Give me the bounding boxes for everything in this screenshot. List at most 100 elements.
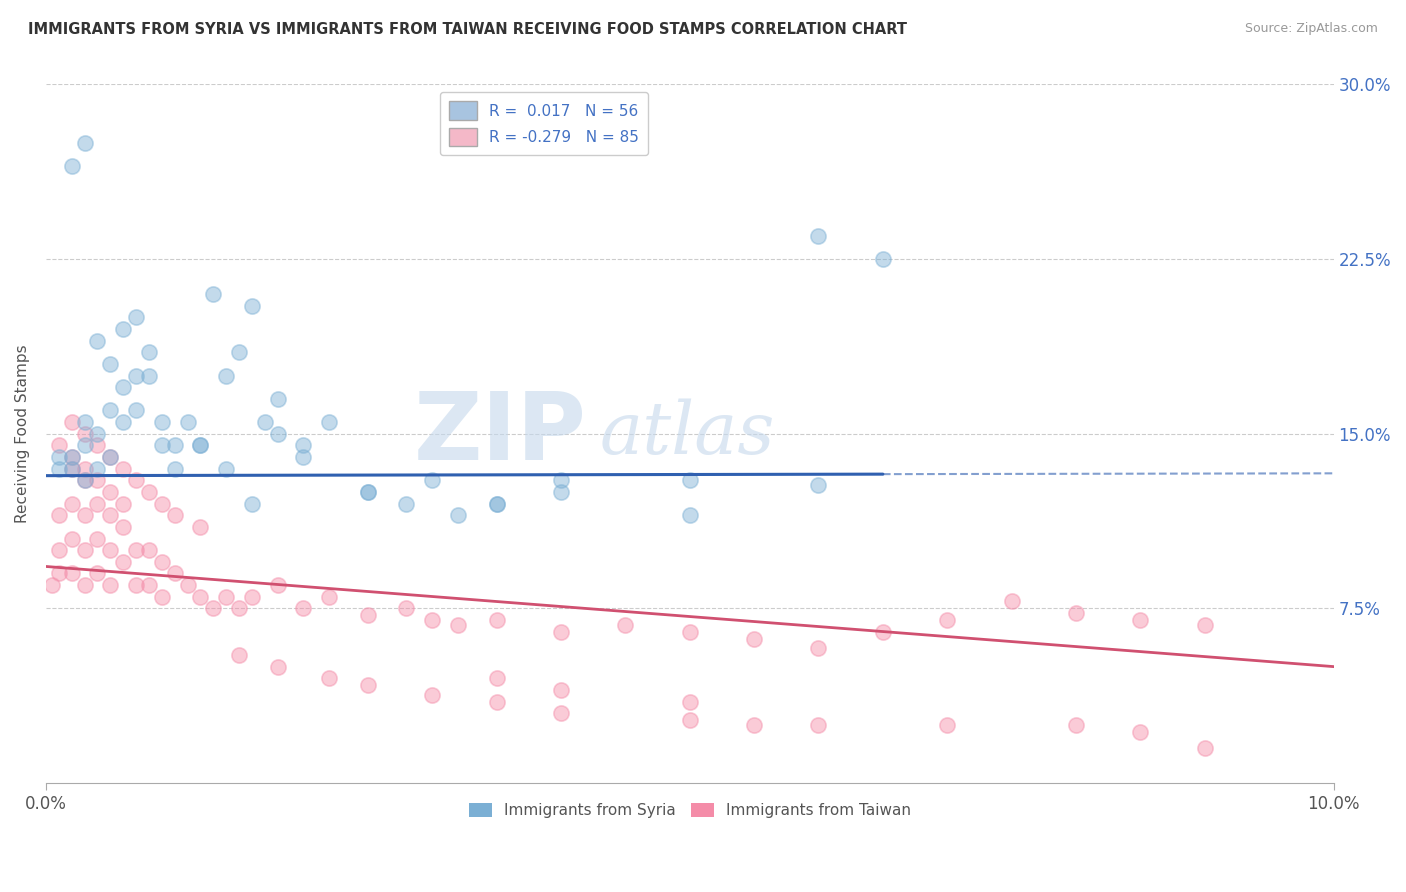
Point xyxy=(742,718,765,732)
Point xyxy=(485,497,508,511)
Point xyxy=(550,706,572,721)
Point xyxy=(267,659,290,673)
Point xyxy=(190,590,212,604)
Point xyxy=(112,461,135,475)
Point xyxy=(125,578,148,592)
Point xyxy=(60,566,83,581)
Point xyxy=(163,566,186,581)
Point xyxy=(807,718,830,732)
Point xyxy=(176,578,198,592)
Point xyxy=(357,485,380,500)
Point xyxy=(125,543,148,558)
Point xyxy=(807,478,830,492)
Point xyxy=(73,438,96,452)
Point xyxy=(485,694,508,708)
Point xyxy=(86,566,108,581)
Point xyxy=(73,415,96,429)
Point xyxy=(614,617,637,632)
Point xyxy=(807,228,830,243)
Point xyxy=(420,613,443,627)
Point xyxy=(41,578,63,592)
Point xyxy=(240,590,263,604)
Point xyxy=(240,299,263,313)
Point xyxy=(73,578,96,592)
Point xyxy=(73,461,96,475)
Text: ZIP: ZIP xyxy=(413,388,586,480)
Point xyxy=(872,252,894,266)
Point xyxy=(73,543,96,558)
Point xyxy=(48,543,70,558)
Point xyxy=(395,497,418,511)
Point xyxy=(112,415,135,429)
Point xyxy=(86,334,108,348)
Point xyxy=(150,497,173,511)
Point xyxy=(163,508,186,523)
Point xyxy=(357,485,380,500)
Point xyxy=(98,450,121,464)
Point xyxy=(872,624,894,639)
Point xyxy=(150,438,173,452)
Point xyxy=(98,543,121,558)
Point xyxy=(73,426,96,441)
Point xyxy=(86,426,108,441)
Point xyxy=(125,403,148,417)
Point xyxy=(292,450,315,464)
Point xyxy=(679,508,702,523)
Point xyxy=(1064,718,1087,732)
Point xyxy=(1129,613,1152,627)
Point xyxy=(485,671,508,685)
Point xyxy=(48,450,70,464)
Point xyxy=(318,671,340,685)
Point xyxy=(1064,606,1087,620)
Point xyxy=(98,357,121,371)
Point xyxy=(807,640,830,655)
Point xyxy=(190,438,212,452)
Point xyxy=(60,450,83,464)
Point xyxy=(60,532,83,546)
Text: Source: ZipAtlas.com: Source: ZipAtlas.com xyxy=(1244,22,1378,36)
Text: atlas: atlas xyxy=(599,399,775,469)
Point xyxy=(550,473,572,487)
Point xyxy=(420,688,443,702)
Point xyxy=(190,520,212,534)
Point xyxy=(98,403,121,417)
Point xyxy=(292,601,315,615)
Point xyxy=(150,415,173,429)
Point xyxy=(679,713,702,727)
Point xyxy=(125,310,148,325)
Point xyxy=(202,287,225,301)
Point xyxy=(150,590,173,604)
Point xyxy=(357,608,380,623)
Point xyxy=(98,578,121,592)
Point xyxy=(48,438,70,452)
Point xyxy=(48,508,70,523)
Point xyxy=(163,438,186,452)
Point xyxy=(86,532,108,546)
Point xyxy=(163,461,186,475)
Point xyxy=(112,555,135,569)
Point xyxy=(357,678,380,692)
Point xyxy=(318,590,340,604)
Point xyxy=(60,159,83,173)
Point xyxy=(679,473,702,487)
Point xyxy=(112,520,135,534)
Point xyxy=(73,473,96,487)
Point xyxy=(112,322,135,336)
Point xyxy=(228,648,250,662)
Point xyxy=(86,497,108,511)
Point xyxy=(679,694,702,708)
Point xyxy=(420,473,443,487)
Point xyxy=(60,415,83,429)
Point xyxy=(318,415,340,429)
Point xyxy=(112,380,135,394)
Point xyxy=(125,473,148,487)
Point xyxy=(138,485,160,500)
Point xyxy=(240,497,263,511)
Point xyxy=(215,461,238,475)
Y-axis label: Receiving Food Stamps: Receiving Food Stamps xyxy=(15,344,30,523)
Point xyxy=(112,497,135,511)
Point xyxy=(550,485,572,500)
Point xyxy=(253,415,276,429)
Point xyxy=(1194,741,1216,756)
Point xyxy=(73,473,96,487)
